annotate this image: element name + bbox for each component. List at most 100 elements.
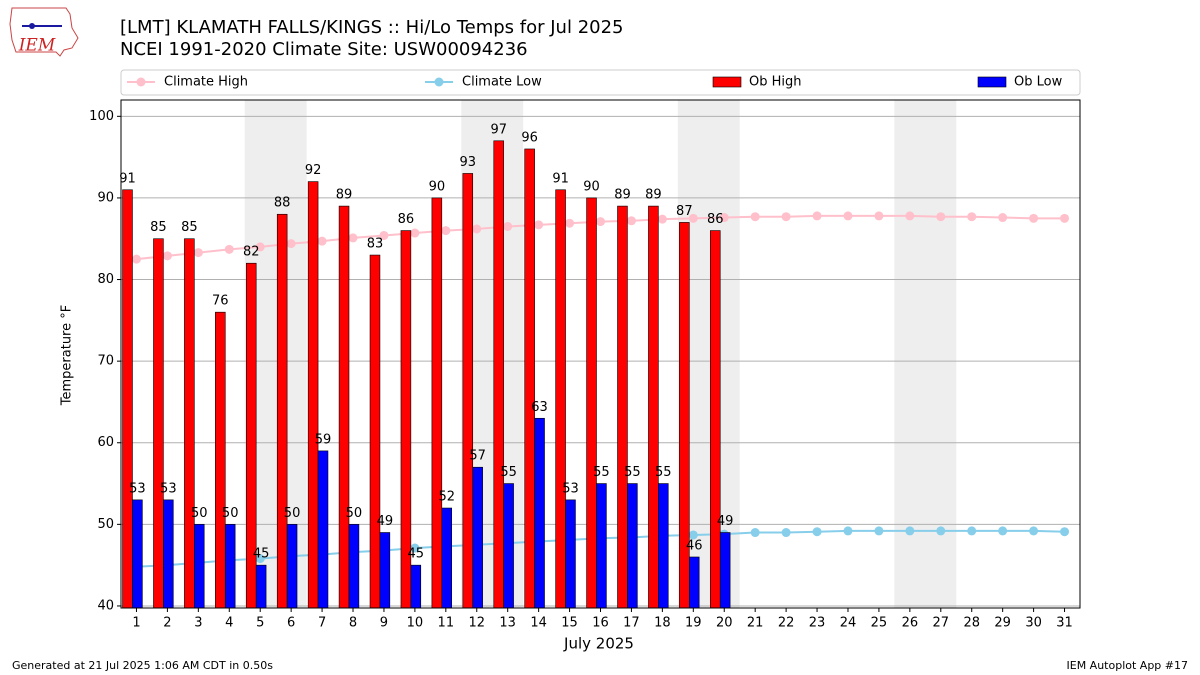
x-tick-label: 12 (468, 616, 485, 631)
bar-value-label: 45 (408, 547, 425, 562)
bar-value-label: 55 (500, 465, 517, 480)
bar (596, 483, 607, 609)
climate-marker (998, 213, 1008, 223)
bar-value-label: 82 (243, 245, 260, 260)
x-tick-label: 24 (840, 616, 857, 631)
x-tick-label: 10 (407, 616, 424, 631)
bar (317, 450, 329, 609)
x-tick-label: 28 (963, 616, 980, 631)
climate-marker (905, 211, 915, 221)
climate-marker (224, 244, 234, 254)
bar (503, 483, 514, 609)
climate-marker (843, 211, 853, 221)
x-tick-label: 26 (902, 616, 919, 631)
x-tick-label: 1 (132, 616, 140, 631)
x-tick-label: 20 (716, 616, 733, 631)
bar-value-label: 85 (150, 220, 167, 235)
climate-marker (162, 251, 172, 261)
climate-marker (534, 220, 544, 230)
x-tick-label: 5 (256, 616, 264, 631)
legend-swatch (977, 76, 1007, 88)
bar (627, 483, 638, 609)
bar-value-label: 97 (490, 122, 507, 137)
climate-marker (1060, 527, 1070, 537)
logo-outline (9, 7, 79, 57)
bar (153, 238, 164, 609)
bar (132, 499, 143, 609)
bar-value-label: 89 (645, 188, 662, 203)
climate-marker (812, 527, 822, 537)
climate-marker (255, 554, 265, 564)
bar-value-label: 93 (460, 155, 477, 170)
x-tick-label: 31 (1056, 616, 1073, 631)
y-tick-label: 50 (97, 517, 114, 532)
y-tick-label: 90 (97, 190, 114, 205)
y-tick-label: 80 (97, 272, 114, 287)
bar (462, 173, 474, 609)
legend-box (120, 69, 1081, 96)
bar-value-label: 50 (191, 506, 208, 521)
climate-marker (317, 236, 327, 246)
bar (194, 524, 205, 609)
bar (215, 311, 226, 609)
bar-value-label: 57 (469, 449, 486, 464)
x-tick-label: 9 (380, 616, 388, 631)
bar (410, 564, 422, 609)
x-tick-label: 25 (871, 616, 888, 631)
bar (472, 466, 483, 609)
logo: IEM (9, 7, 79, 57)
climate-marker (905, 526, 915, 536)
x-tick-label: 13 (499, 616, 516, 631)
bar (719, 532, 731, 609)
climate-marker (348, 233, 358, 243)
legend-swatch (712, 76, 742, 88)
climate-marker (688, 530, 698, 540)
climate-marker (874, 211, 884, 221)
x-tick-label: 29 (994, 616, 1011, 631)
bar-value-label: 53 (129, 481, 146, 496)
bar-value-label: 50 (346, 506, 363, 521)
climate-marker (472, 224, 482, 234)
x-tick-label: 30 (1025, 616, 1042, 631)
bar-value-label: 63 (531, 400, 548, 415)
climate-marker (565, 218, 575, 228)
legend-label: Climate High (164, 75, 248, 90)
y-tick-label: 60 (97, 435, 114, 450)
climate-marker (379, 230, 389, 240)
bar-value-label: 86 (707, 212, 724, 227)
legend-marker (136, 77, 146, 87)
y-tick-label: 100 (89, 109, 114, 124)
bar-value-label: 89 (614, 188, 631, 203)
bar-value-label: 88 (274, 196, 291, 211)
x-tick-label: 8 (349, 616, 357, 631)
climate-marker (781, 528, 791, 538)
x-tick-label: 27 (933, 616, 950, 631)
bar-value-label: 55 (593, 465, 610, 480)
bar-value-label: 55 (624, 465, 641, 480)
bar (122, 189, 133, 609)
climate-marker (255, 242, 265, 252)
bar (184, 238, 195, 609)
y-axis-label: Temperature °F (60, 305, 75, 406)
y-tick-label: 40 (97, 598, 114, 613)
climate-marker (410, 228, 420, 238)
climate-marker (750, 212, 760, 222)
climate-marker (441, 226, 451, 236)
climate-marker (936, 212, 946, 222)
bar-value-label: 59 (315, 432, 332, 447)
bar (307, 181, 319, 609)
legend-marker (434, 77, 444, 87)
climate-marker (1029, 213, 1039, 223)
bar (617, 205, 628, 609)
chart-subtitle: NCEI 1991-2020 Climate Site: USW00094236 (120, 39, 528, 60)
bar (555, 189, 566, 609)
bar (431, 197, 443, 609)
climate-marker (936, 526, 946, 536)
x-tick-label: 14 (530, 616, 547, 631)
legend-label: Climate Low (462, 75, 542, 90)
climate-marker (410, 543, 420, 553)
bar-value-label: 86 (398, 212, 415, 227)
plot-frame (120, 99, 1081, 609)
bar-value-label: 45 (253, 547, 270, 562)
